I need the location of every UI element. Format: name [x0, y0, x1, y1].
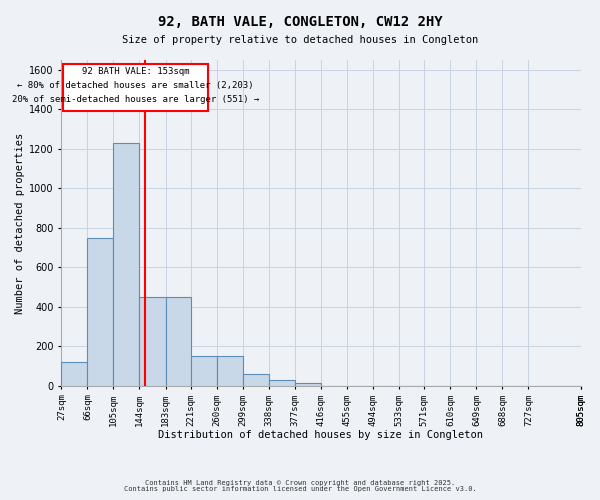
Text: 92 BATH VALE: 153sqm: 92 BATH VALE: 153sqm: [82, 68, 189, 76]
Text: 92, BATH VALE, CONGLETON, CW12 2HY: 92, BATH VALE, CONGLETON, CW12 2HY: [158, 15, 442, 29]
Bar: [61, 362, 88, 386]
Bar: [88, 238, 113, 386]
Bar: [191, 356, 217, 386]
Bar: [113, 143, 139, 386]
Y-axis label: Number of detached properties: Number of detached properties: [15, 132, 25, 314]
Bar: [269, 380, 295, 386]
Bar: [243, 374, 269, 386]
Bar: [63, 64, 208, 112]
X-axis label: Distribution of detached houses by size in Congleton: Distribution of detached houses by size …: [158, 430, 484, 440]
Bar: [166, 297, 191, 386]
Bar: [295, 383, 321, 386]
Text: Contains HM Land Registry data © Crown copyright and database right 2025.
Contai: Contains HM Land Registry data © Crown c…: [124, 480, 476, 492]
Bar: [217, 356, 243, 386]
Text: ← 80% of detached houses are smaller (2,203): ← 80% of detached houses are smaller (2,…: [17, 81, 254, 90]
Bar: [139, 297, 166, 386]
Text: 20% of semi-detached houses are larger (551) →: 20% of semi-detached houses are larger (…: [12, 95, 259, 104]
Text: Size of property relative to detached houses in Congleton: Size of property relative to detached ho…: [122, 35, 478, 45]
